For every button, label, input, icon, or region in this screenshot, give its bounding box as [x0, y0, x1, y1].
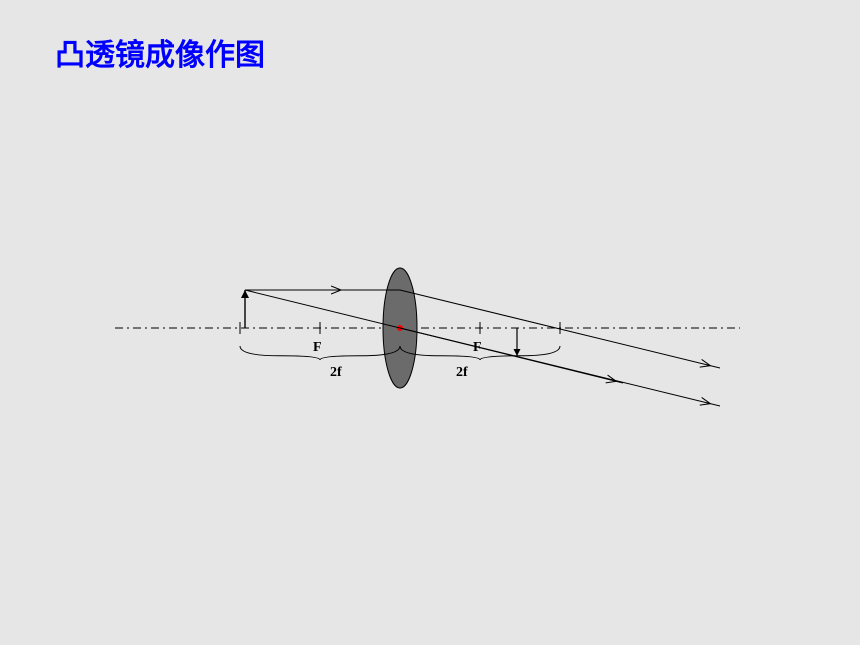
label-2f-right: 2f — [456, 365, 468, 381]
label-F-left: F — [313, 340, 322, 356]
label-2f-left: 2f — [330, 365, 342, 381]
lens-diagram — [0, 0, 860, 645]
label-F-right: F — [473, 340, 482, 356]
